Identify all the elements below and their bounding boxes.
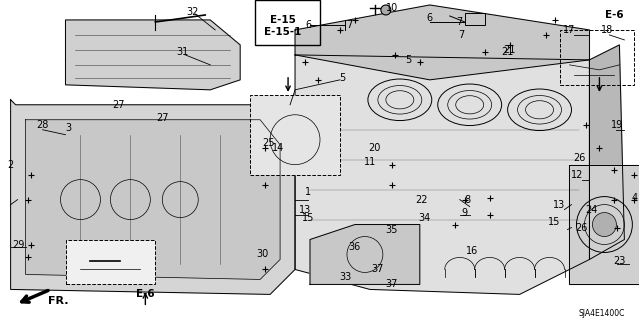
- Text: 2: 2: [8, 160, 13, 170]
- Text: FR.: FR.: [48, 296, 68, 306]
- Bar: [65, 240, 156, 285]
- Bar: [559, 30, 634, 85]
- Text: 32: 32: [186, 7, 198, 17]
- Text: 6: 6: [427, 13, 433, 23]
- Text: 27: 27: [156, 113, 168, 123]
- Bar: [250, 95, 340, 174]
- Text: 13: 13: [299, 204, 311, 215]
- Text: 35: 35: [386, 225, 398, 234]
- Text: 7: 7: [459, 30, 465, 40]
- Text: 8: 8: [465, 195, 471, 204]
- Text: 17: 17: [563, 25, 575, 35]
- Text: E-6: E-6: [605, 10, 624, 20]
- Text: 26: 26: [575, 223, 588, 233]
- Bar: [255, 0, 320, 45]
- Text: E-15: E-15: [270, 15, 296, 25]
- Text: 7: 7: [456, 17, 463, 27]
- Text: 23: 23: [613, 256, 625, 266]
- Text: 5: 5: [404, 55, 411, 65]
- Circle shape: [593, 212, 616, 236]
- Text: 22: 22: [415, 195, 428, 204]
- Text: 14: 14: [272, 143, 284, 153]
- Text: 24: 24: [585, 204, 598, 215]
- Text: 3: 3: [65, 123, 72, 133]
- Text: 36: 36: [349, 242, 361, 253]
- Polygon shape: [11, 100, 295, 294]
- Text: 25: 25: [262, 138, 275, 148]
- Text: 13: 13: [554, 200, 566, 210]
- Text: 21: 21: [501, 47, 514, 57]
- Polygon shape: [65, 20, 240, 90]
- Text: E-15-1: E-15-1: [264, 27, 302, 37]
- Text: 33: 33: [339, 272, 351, 282]
- Polygon shape: [570, 165, 639, 285]
- Text: 26: 26: [573, 153, 586, 163]
- Text: 10: 10: [386, 3, 398, 13]
- Text: 1: 1: [305, 187, 311, 197]
- Polygon shape: [295, 5, 589, 80]
- Polygon shape: [310, 225, 420, 285]
- Text: 37: 37: [386, 279, 398, 289]
- Text: 15: 15: [302, 212, 314, 223]
- Text: SJA4E1400C: SJA4E1400C: [578, 309, 625, 318]
- Text: 28: 28: [36, 120, 49, 130]
- Text: 31: 31: [176, 47, 188, 57]
- Text: 18: 18: [602, 25, 614, 35]
- Text: 15: 15: [548, 217, 561, 226]
- Text: 12: 12: [572, 170, 584, 180]
- Text: 16: 16: [465, 247, 478, 256]
- Text: 6: 6: [305, 20, 311, 30]
- Polygon shape: [295, 55, 589, 294]
- Text: 20: 20: [369, 143, 381, 153]
- Text: 27: 27: [112, 100, 125, 110]
- Text: E-6: E-6: [136, 289, 155, 300]
- Polygon shape: [26, 120, 280, 279]
- Text: 37: 37: [372, 264, 384, 274]
- Text: 21: 21: [504, 45, 516, 55]
- Text: 34: 34: [419, 212, 431, 223]
- Text: 30: 30: [256, 249, 268, 259]
- Text: 19: 19: [611, 120, 623, 130]
- Polygon shape: [589, 45, 625, 259]
- Text: 5: 5: [339, 73, 345, 83]
- Text: 11: 11: [364, 157, 376, 167]
- Circle shape: [381, 5, 391, 15]
- Text: 29: 29: [12, 240, 25, 249]
- Text: 4: 4: [631, 193, 637, 203]
- Text: 7: 7: [346, 20, 352, 30]
- Text: 9: 9: [461, 208, 468, 218]
- Bar: [465, 13, 484, 25]
